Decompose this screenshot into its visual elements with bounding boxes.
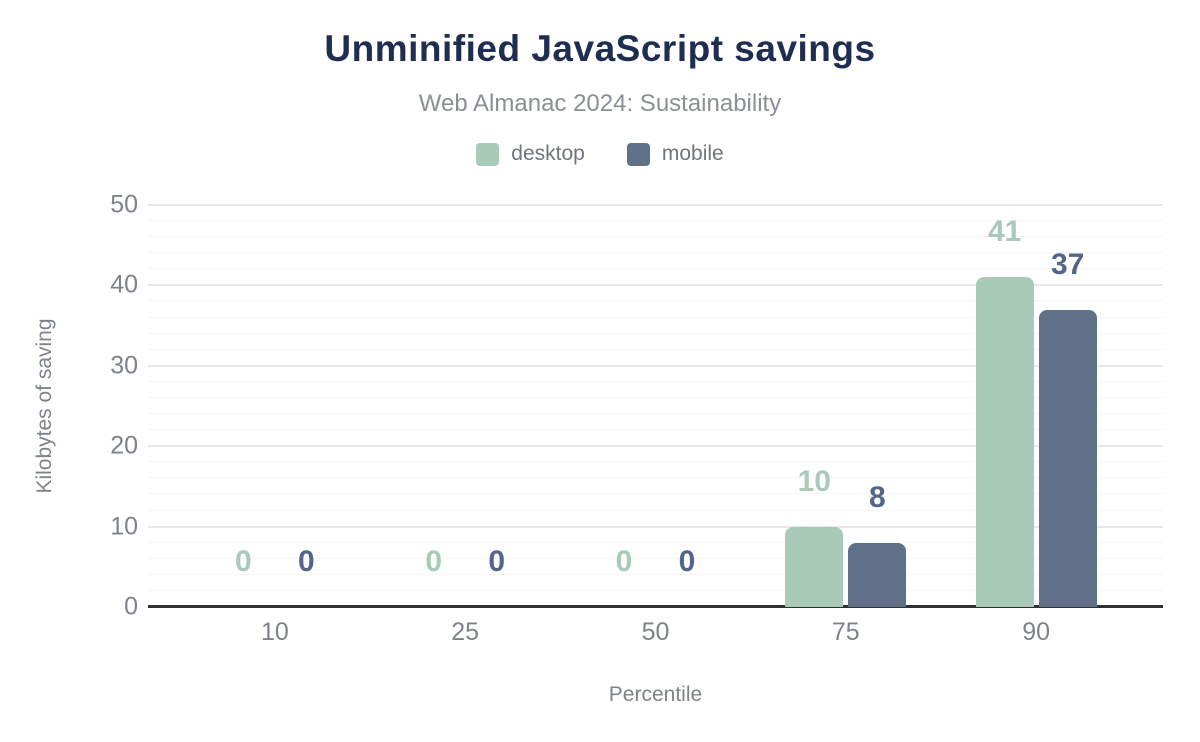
data-label-mobile-p25: 0 <box>488 545 506 578</box>
x-axis-tick-label: 10 <box>260 618 289 646</box>
data-label-mobile-p50: 0 <box>678 545 696 578</box>
data-label-desktop-p75: 10 <box>797 464 831 498</box>
category-band-25: 25 0 0 <box>370 205 560 647</box>
data-label-mobile-p10: 0 <box>298 545 315 578</box>
bar-desktop-p75[interactable] <box>785 526 844 607</box>
data-label-mobile-p90: 37 <box>1050 247 1085 281</box>
x-axis-tick-label: 25 <box>451 618 480 646</box>
bar-mobile-p90[interactable] <box>1038 309 1097 607</box>
bar-desktop-p90[interactable] <box>975 277 1034 607</box>
category-band-50: 50 0 0 <box>560 205 750 647</box>
y-axis-tick-label: 30 <box>110 351 138 380</box>
data-label-mobile-p75: 8 <box>868 480 886 514</box>
data-label-desktop-p90: 41 <box>987 215 1022 249</box>
legend-label: mobile <box>661 142 724 165</box>
x-axis-tick-label: 75 <box>831 618 860 646</box>
legend-item-mobile[interactable]: mobile <box>626 142 724 166</box>
y-axis-tick-label: 20 <box>110 431 138 460</box>
chart-title: Unminified JavaScript savings <box>324 28 876 69</box>
legend-item-desktop[interactable]: desktop <box>476 142 585 166</box>
data-label-desktop-p50: 0 <box>615 545 633 578</box>
legend: desktop mobile <box>0 142 1200 166</box>
category-band-90: 90 41 37 <box>941 205 1131 646</box>
y-axis-tick-label: 40 <box>110 270 138 299</box>
y-axis-tick-label: 0 <box>124 592 138 621</box>
bar-mobile-p75[interactable] <box>848 542 907 607</box>
x-axis-tick-label: 50 <box>641 618 670 646</box>
legend-label: desktop <box>511 142 585 165</box>
legend-swatch-icon <box>626 142 650 166</box>
plot-area: 0 10 20 30 40 50 10 0 0 25 0 0 50 0 0 75 10 8 90 41 37 <box>110 192 1163 647</box>
x-axis-line <box>148 605 1163 608</box>
x-axis-tick-label: 90 <box>1022 618 1051 646</box>
y-axis-tick-label: 10 <box>110 512 138 541</box>
x-axis-title: Percentile <box>608 683 703 706</box>
y-axis-tick-label: 50 <box>110 190 138 219</box>
legend-swatch-icon <box>476 142 500 166</box>
category-band-10: 10 0 0 <box>180 205 370 647</box>
chart-subtitle: Web Almanac 2024: Sustainability <box>418 90 782 117</box>
data-label-desktop-p10: 0 <box>235 545 252 578</box>
y-axis-title: Kilobytes of saving <box>33 318 56 494</box>
data-label-desktop-p25: 0 <box>425 545 443 578</box>
category-band-75: 75 10 8 <box>751 205 941 646</box>
